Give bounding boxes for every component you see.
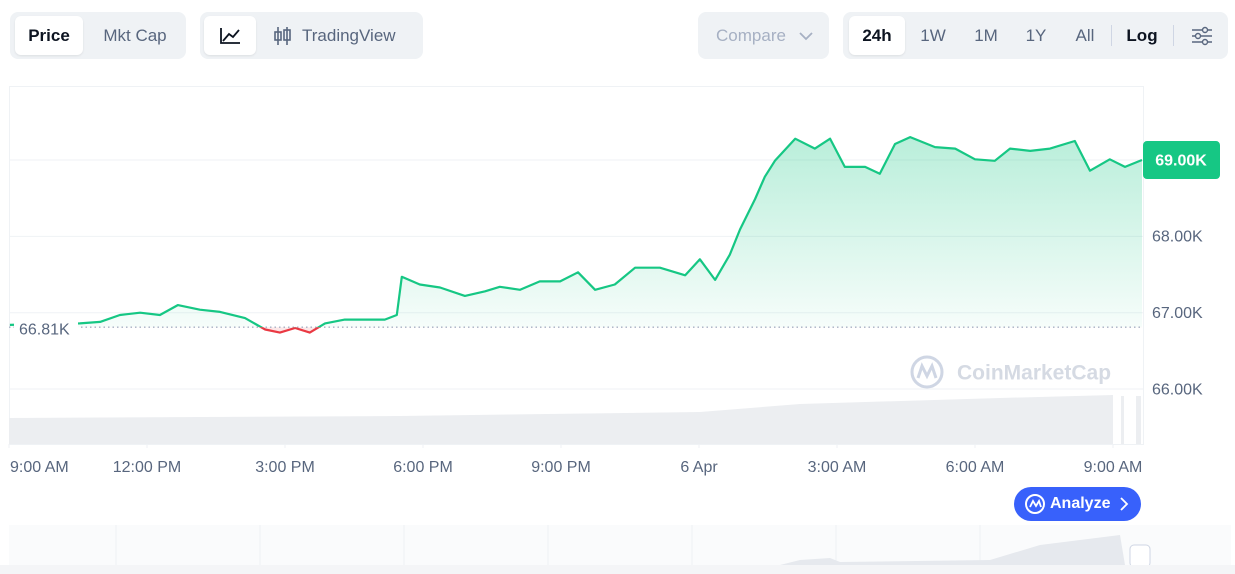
chevron (799, 32, 813, 41)
range-button[interactable]: 1Y (1025, 26, 1047, 45)
series-toggle: Price Mkt Cap (10, 12, 186, 59)
x-tick-label: 3:00 AM (808, 459, 867, 476)
volume-bar (1136, 396, 1141, 444)
area-fill (9, 137, 1142, 328)
price-button[interactable]: Price (15, 16, 83, 55)
analyze-icon (1025, 494, 1045, 514)
last-price-label: 69.00K (1155, 152, 1207, 169)
plot-frame (9, 86, 1144, 445)
x-tick-label: 9:00 PM (531, 459, 591, 476)
compare-label: Compare (716, 26, 786, 45)
y-tick-label: 67.00K (1152, 305, 1203, 322)
watermark: CoinMarketCap (910, 355, 1111, 389)
price-line (9, 136, 1143, 328)
chevron (1120, 497, 1129, 511)
x-tick-label: 9:00 AM (10, 459, 69, 476)
tradingview-button[interactable]: TradingView (268, 16, 418, 55)
last-price-badge (1143, 141, 1220, 180)
navigator-area (780, 535, 1125, 565)
watermark-text: CoinMarketCap (957, 362, 1111, 385)
navigator-grid (115, 525, 981, 565)
x-tick-label: 12:00 PM (113, 459, 181, 476)
range-button[interactable]: 1M (974, 26, 998, 45)
x-tick-label: 3:00 PM (255, 459, 315, 476)
separator (1173, 25, 1174, 46)
y-tick-label: 66.00K (1152, 381, 1203, 398)
range-button[interactable]: 1W (920, 26, 946, 45)
scrollbar (0, 565, 1235, 574)
open-price-label: 66.81K (19, 321, 70, 338)
price-line-below (258, 327, 321, 334)
y-tick-label: 68.00K (1152, 229, 1203, 246)
compare-dropdown[interactable]: Compare (698, 12, 829, 59)
x-tick-label: 6 Apr (680, 459, 718, 476)
chart-style-toggle: TradingView (200, 12, 423, 59)
x-tick-label: 6:00 AM (946, 459, 1005, 476)
separator (1111, 25, 1112, 46)
x-tick-label: 9:00 AM (1084, 459, 1143, 476)
line-chart-button[interactable] (204, 16, 256, 55)
x-tick-label: 6:00 PM (393, 459, 453, 476)
navigator-handle[interactable] (1129, 544, 1151, 568)
open-price-label-bg (14, 315, 78, 338)
tradingview-label: TradingView (302, 26, 396, 45)
mktcap-button[interactable]: Mkt Cap (103, 26, 167, 45)
log-button[interactable]: Log (1126, 26, 1158, 45)
volume-bar (1121, 396, 1124, 444)
analyze-label: Analyze (1050, 495, 1111, 512)
analyze-button[interactable]: Analyze (1014, 487, 1141, 521)
settings-button[interactable] (1191, 26, 1213, 46)
range-button[interactable]: All (1075, 26, 1095, 45)
line-icon (220, 28, 240, 44)
range-button[interactable]: 24h (849, 16, 905, 55)
range-toggle: 24h 1W 1M 1Y All Log (843, 12, 1228, 59)
volume-bars (9, 395, 1113, 444)
candle-icon (274, 27, 291, 45)
